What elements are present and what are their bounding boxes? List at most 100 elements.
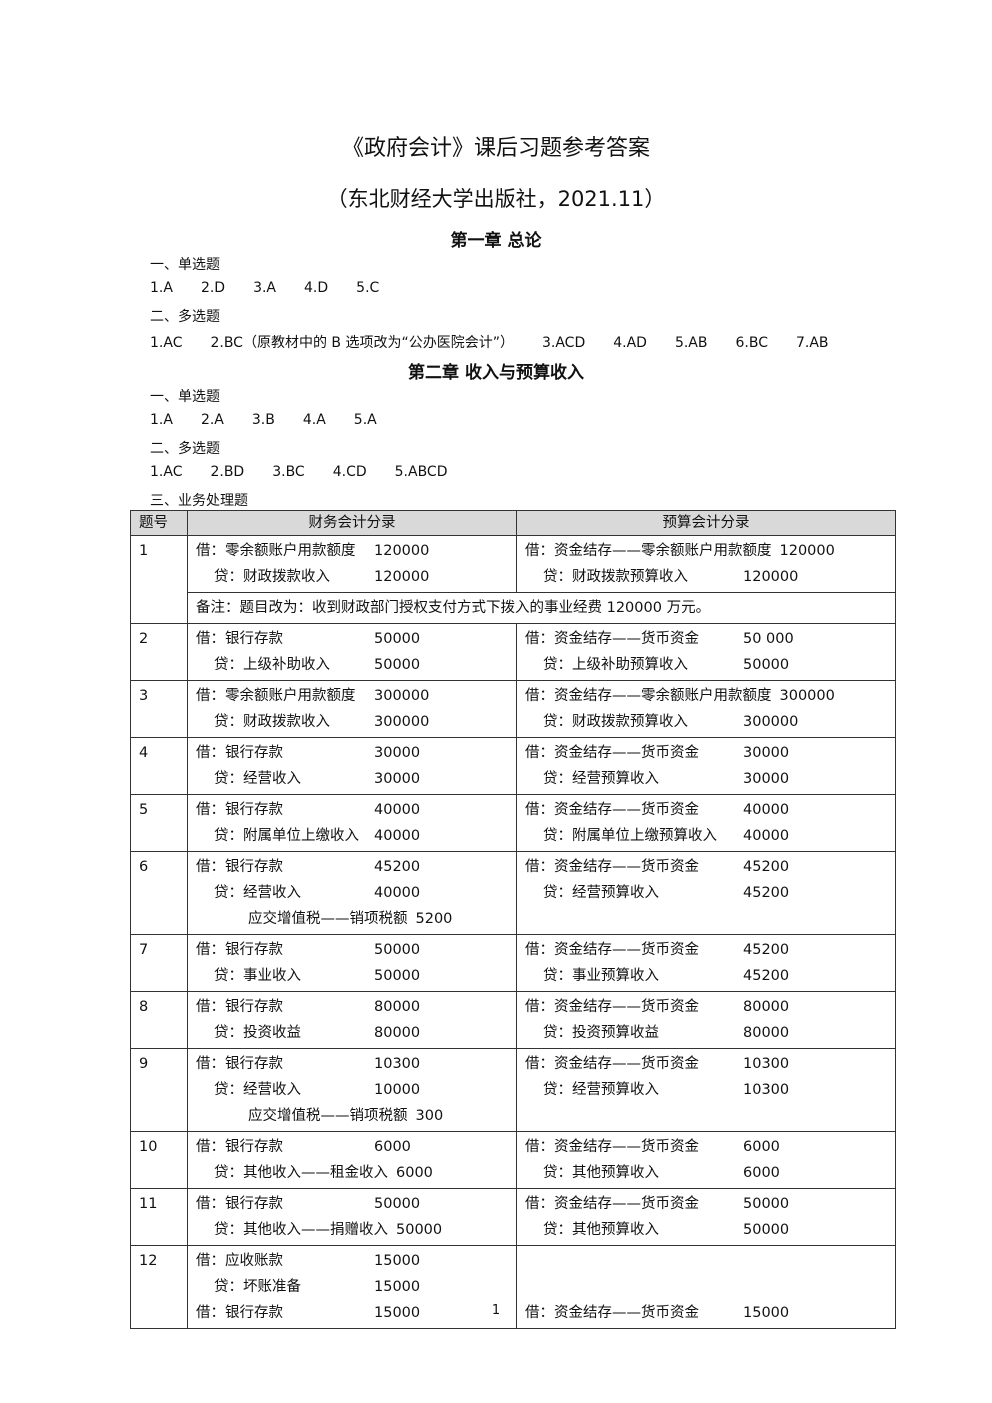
table-row: 11 借：银行存款 50000 贷：其他收入——捐赠收入 50000 借：资金结存——货币… [130,1188,896,1246]
row-number: 3 [130,680,188,738]
row-number: 7 [130,934,188,992]
title: 《政府会计》课后习题参考答案 [341,136,650,161]
amount: 50000 [374,1196,421,1212]
answer: 2.A [200,412,224,428]
amount: 300000 [374,714,430,730]
entry-line: 贷：上级补助收入 50000 [196,652,508,678]
financial-entry: 借：零余额账户用款额度 300000 贷：财政拨款收入 300000 [187,680,517,738]
answer: 4.AD [613,335,647,351]
answer-line: 1.A 2.D 3.A 4.D 5.C [150,280,407,296]
financial-entry: 借：应收账款 15000 贷：坏账准备 15000 借：银行存款 15000 [187,1245,517,1329]
account: 借：银行存款 [196,1056,283,1072]
financial-entry: 借：银行存款 10300 贷：经营收入 10000 应交增值税——销项税额 300 [187,1048,517,1132]
amount: 15000 [374,1253,421,1269]
entry-line: 借：资金结存——货币资金 6000 [525,1134,887,1160]
amount: 120000 [743,569,799,585]
financial-entry: 借：银行存款 50000 贷：其他收入——捐赠收入 50000 [187,1188,517,1246]
note-row: 备注：题目改为：收到财政部门授权支付方式下拨入的事业经费 120000 万元。 [131,592,896,624]
account: 借：资金结存——货币资金 [525,1056,699,1072]
budget-entry: 借：资金结存——零余额账户用款额度 300000 贷：财政拨款预算收入 300000 [516,680,896,738]
entry-line: 借：零余额账户用款额度 300000 [196,683,508,709]
header-cell: 题号 [130,510,188,536]
entry-line: 借：资金结存——货币资金 40000 [525,797,887,823]
entry-line: 借：资金结存——零余额账户用款额度 300000 [525,683,887,709]
financial-entry: 借：银行存款 50000 贷：上级补助收入 50000 [187,623,517,681]
amount: 30000 [374,745,421,761]
entry-line: 贷：附属单位上缴预算收入 40000 [525,823,887,849]
amount: 6000 [396,1165,433,1181]
account: 借：银行存款 [196,1196,283,1212]
table-row: 3 借：零余额账户用款额度 300000 贷：财政拨款收入 300000 借：资金结存——… [130,680,896,738]
section-heading: 一、单选题 [150,257,220,273]
entry-line: 借：银行存款 10300 [196,1051,508,1077]
budget-entry: 借：资金结存——货币资金 45200 贷：事业预算收入 45200 [516,934,896,992]
amount: 50000 [396,1222,443,1238]
entry-line: 借：资金结存——货币资金 80000 [525,994,887,1020]
account: 贷：事业预算收入 [543,968,659,984]
entry-line: 借：资金结存——货币资金 45200 [525,854,887,880]
row-number: 6 [130,851,188,935]
amount: 50000 [374,942,421,958]
amount: 30000 [743,771,790,787]
answer: 2.BC（原教材中的 B 选项改为“公办医院会计”） [210,335,514,351]
answer: 2.D [200,280,226,296]
amount: 45200 [743,859,790,875]
section-heading: 三、业务处理题 [150,493,248,509]
header-cell: 预算会计分录 [516,510,896,536]
row-number: 9 [130,1048,188,1132]
entry-line: 借：银行存款 80000 [196,994,508,1020]
account: 借：银行存款 [196,859,283,875]
amount: 15000 [374,1305,421,1321]
amount: 50000 [743,657,790,673]
table-row: 9 借：银行存款 10300 贷：经营收入 10000 应交增值税——销项税额 300 借：资… [130,1048,896,1132]
entry-line: 借：银行存款 30000 [196,740,508,766]
answer: 5.C [356,280,380,296]
entry-line: 借：银行存款 6000 [196,1134,508,1160]
financial-entry: 借：银行存款 30000 贷：经营收入 30000 [187,737,517,795]
entry-line: 贷：坏账准备 15000 [196,1274,508,1300]
amount: 50000 [374,657,421,673]
entry-line: 借：零余额账户用款额度 120000 [196,538,508,564]
entry-line: 贷：附属单位上缴收入 40000 [196,823,508,849]
entry-line: 借：银行存款 40000 [196,797,508,823]
entry-line: 贷：财政拨款预算收入 120000 [525,564,887,590]
answer-line: 1.AC 2.BC（原教材中的 B 选项改为“公办医院会计”） 3.ACD 4.AD 5… [150,332,857,352]
amount: 10000 [374,1082,421,1098]
table-row: 2 借：银行存款 50000 贷：上级补助收入 50000 借：资金结存——货币资金 50 … [130,623,896,681]
amount: 300000 [779,688,835,704]
account: 贷：经营收入 [214,885,301,901]
entry-line: 借：银行存款 50000 [196,937,508,963]
budget-entry: 借：资金结存——货币资金 45200 贷：经营预算收入 45200 [516,851,896,935]
budget-entry: 借：资金结存——货币资金 40000 贷：附属单位上缴预算收入 40000 [516,794,896,852]
entry-line: 借：资金结存——货币资金 45200 [525,937,887,963]
row-number: 5 [130,794,188,852]
budget-entry: 借：资金结存——货币资金 50000 贷：其他预算收入 50000 [516,1188,896,1246]
answer: 3.A [253,280,277,296]
answer: 5.A [353,412,377,428]
answer: 5.AB [674,335,708,351]
entry-line: 借：资金结存——货币资金 50000 [525,1191,887,1217]
budget-entry: 借：资金结存——货币资金 80000 贷：投资预算收益 80000 [516,991,896,1049]
amount: 40000 [374,885,421,901]
account: 贷：上级补助预算收入 [543,657,688,673]
financial-entry: 借：银行存款 40000 贷：附属单位上缴收入 40000 [187,794,517,852]
amount: 300000 [374,688,430,704]
table-row: 1 借：零余额账户用款额度 120000 贷：财政拨款收入 120000 借：资金结存——… [130,535,896,624]
account: 贷：投资预算收益 [543,1025,659,1041]
budget-entry: 借：资金结存——零余额账户用款额度 120000 贷：财政拨款预算收入 120000 [516,535,896,593]
account: 贷：其他收入——捐赠收入 [214,1222,388,1238]
amount: 50000 [743,1222,790,1238]
entry-line: 贷：投资收益 80000 [196,1020,508,1046]
answer-line: 1.AC 2.BD 3.BC 4.CD 5.ABCD [150,464,476,480]
answer: 2.BD [210,464,245,480]
account: 借：资金结存——零余额账户用款额度 [525,543,772,559]
account: 贷：财政拨款预算收入 [543,714,688,730]
account: 借：银行存款 [196,1305,283,1321]
entry-line: 贷：经营收入 30000 [196,766,508,792]
entry-line: 借：银行存款 50000 [196,626,508,652]
account: 借：资金结存——货币资金 [525,1196,699,1212]
entry-line: 应交增值税——销项税额 300 [196,1103,508,1129]
amount: 45200 [743,885,790,901]
account: 借：银行存款 [196,999,283,1015]
